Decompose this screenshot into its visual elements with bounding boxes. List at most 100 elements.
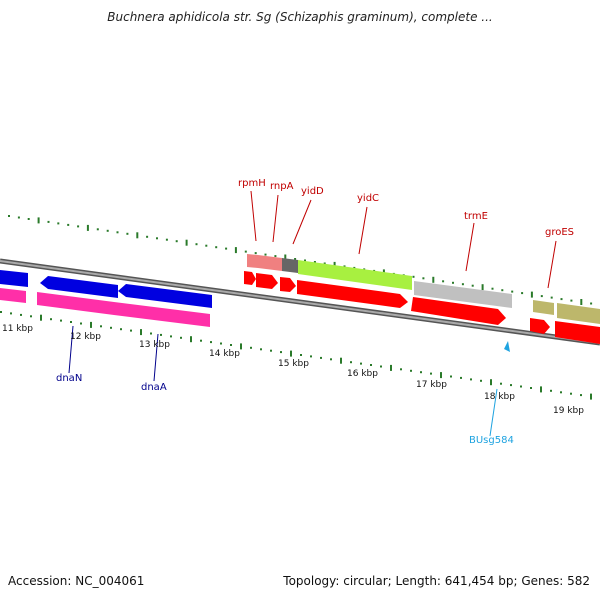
minor-tick xyxy=(570,299,573,302)
gene-block-rpmH[interactable] xyxy=(247,254,258,268)
minor-tick xyxy=(530,387,532,389)
gene-block-yidD[interactable] xyxy=(282,258,298,273)
lower-tick-row xyxy=(0,311,592,400)
minor-tick xyxy=(353,266,356,269)
red-gene-arrow[interactable] xyxy=(530,318,550,334)
gene-label-groES[interactable]: groES xyxy=(545,227,574,238)
minor-tick xyxy=(195,243,198,246)
red-gene-arrow[interactable] xyxy=(297,280,408,308)
major-tick xyxy=(136,232,139,239)
gene-label-BUsg584[interactable]: BUsg584 xyxy=(469,435,514,446)
red-gene-arrow[interactable] xyxy=(555,321,600,344)
genome-summary-text: Topology: circular; Length: 641,454 bp; … xyxy=(283,574,590,588)
minor-tick xyxy=(175,240,178,243)
minor-tick xyxy=(501,289,504,292)
gene-block-groEL[interactable] xyxy=(557,303,600,324)
minor-tick xyxy=(116,231,119,234)
gene-label-yidD[interactable]: yidD xyxy=(301,186,324,197)
page-title: Buchnera aphidicola str. Sg (Schizaphis … xyxy=(107,10,493,24)
gene-block-groES[interactable] xyxy=(533,300,554,315)
minor-tick xyxy=(57,222,60,225)
minor-tick xyxy=(17,216,20,219)
minor-tick xyxy=(60,319,62,322)
magenta-gene-bar[interactable] xyxy=(114,302,210,327)
major-tick xyxy=(190,336,192,343)
gene-block-yidC[interactable] xyxy=(298,260,412,290)
blue-gene-arrow[interactable] xyxy=(40,276,118,298)
minor-tick xyxy=(280,351,282,354)
minor-tick xyxy=(460,376,462,379)
minor-tick xyxy=(500,382,502,385)
gene-label-rnpA[interactable]: rnpA xyxy=(270,181,294,192)
minor-tick xyxy=(480,379,482,382)
gene-label-dnaN[interactable]: dnaN xyxy=(56,373,82,384)
highlight-marker-icon[interactable] xyxy=(504,341,510,352)
minor-tick xyxy=(412,275,415,278)
major-tick xyxy=(432,276,435,283)
red-gene-arrow[interactable] xyxy=(411,297,506,325)
major-tick xyxy=(590,393,592,400)
minor-tick xyxy=(360,362,362,365)
minor-tick xyxy=(323,262,326,265)
major-tick xyxy=(284,254,287,261)
accession-text: Accession: NC_004061 xyxy=(8,574,145,588)
minor-tick xyxy=(452,281,454,284)
major-tick xyxy=(333,261,336,268)
minor-tick xyxy=(560,391,562,394)
major-tick xyxy=(530,291,533,298)
kbp-label: 18 kbp xyxy=(484,392,515,402)
minor-tick xyxy=(470,378,472,381)
minor-tick xyxy=(160,333,162,336)
minor-tick xyxy=(146,235,149,238)
red-gene-arrow[interactable] xyxy=(244,271,256,285)
kbp-label: 13 kbp xyxy=(139,340,170,350)
major-tick xyxy=(390,364,392,371)
magenta-gene-bar[interactable] xyxy=(37,292,114,315)
minor-tick xyxy=(77,225,80,228)
minor-tick xyxy=(244,250,247,253)
minor-tick xyxy=(0,311,2,313)
blue-gene-arrow[interactable] xyxy=(0,270,28,287)
minor-tick xyxy=(205,244,208,247)
minor-tick xyxy=(8,215,10,217)
red-gene-arrow[interactable] xyxy=(280,277,296,292)
minor-tick xyxy=(100,325,102,328)
minor-tick xyxy=(420,371,422,374)
major-tick xyxy=(580,299,583,305)
gene-label-rpmH[interactable]: rpmH xyxy=(238,178,266,189)
minor-tick xyxy=(343,265,346,268)
major-tick xyxy=(490,379,492,386)
gene-block-trmE[interactable] xyxy=(414,281,512,308)
gene-label-dnaA[interactable]: dnaA xyxy=(141,382,167,393)
minor-tick xyxy=(260,348,262,351)
kbp-label: 15 kbp xyxy=(278,359,309,369)
blue-gene-arrow[interactable] xyxy=(118,284,212,308)
minor-tick xyxy=(165,238,168,241)
gene-label-yidC[interactable]: yidC xyxy=(357,193,379,204)
minor-tick xyxy=(422,277,425,280)
minor-tick xyxy=(254,252,257,255)
minor-tick xyxy=(304,259,306,262)
minor-tick xyxy=(225,247,228,250)
kbp-label: 14 kbp xyxy=(209,349,240,359)
minor-tick xyxy=(156,237,158,240)
minor-tick xyxy=(80,322,82,325)
minor-tick xyxy=(520,385,522,388)
red-gene-arrow[interactable] xyxy=(256,273,278,289)
minor-tick xyxy=(430,372,432,375)
minor-tick xyxy=(590,302,593,305)
magenta-gene-bar[interactable] xyxy=(0,288,26,303)
gene-label-trmE[interactable]: trmE xyxy=(464,211,488,222)
minor-tick xyxy=(560,298,563,301)
major-tick xyxy=(540,386,542,393)
minor-tick xyxy=(120,328,122,331)
minor-tick xyxy=(30,315,32,318)
major-tick xyxy=(234,247,237,254)
minor-tick xyxy=(67,223,70,226)
minor-tick xyxy=(170,335,172,338)
gene-block-rnpA[interactable] xyxy=(258,255,282,271)
minor-tick xyxy=(110,326,112,329)
minor-tick xyxy=(450,375,452,378)
minor-tick xyxy=(521,292,524,295)
